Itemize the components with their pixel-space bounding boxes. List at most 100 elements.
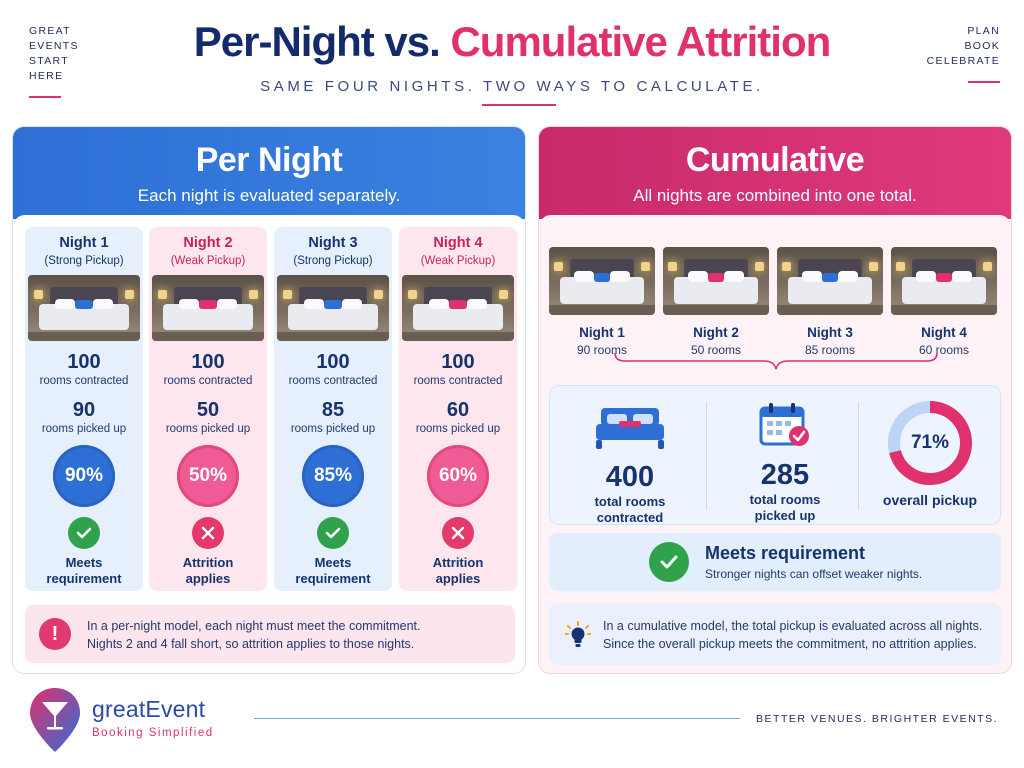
note-line: In a cumulative model, the total pickup … [603,619,983,633]
overall-pickup-value: 71% [910,432,950,453]
rooms-contracted-value: 100 [191,351,225,373]
footer-tagline: BETTER VENUES. BRIGHTER EVENTS. [756,713,998,725]
cumulative-night: Night 4 60 rooms [891,247,997,357]
page-subtitle: SAME FOUR NIGHTS. TWO WAYS TO CALCULATE. [260,78,764,95]
night-status: Meets requirement [46,555,122,586]
cumulative-note-text: In a cumulative model, the total pickup … [603,617,982,653]
night-status: Attrition applies [182,555,234,586]
total-picked-block: 285 total rooms picked up [714,386,856,526]
night-card: Night 2 (Weak Pickup) 100 rooms contracted 5… [149,227,267,591]
night-status: Meets requirement [295,555,371,586]
cumulative-night: Night 1 90 rooms [549,247,655,357]
tagline-right-line: CELEBRATE [926,55,1000,67]
night-status: Attrition applies [432,555,484,586]
check-icon [68,517,100,549]
night-card: Night 3 (Strong Pickup) 100 rooms contracte… [274,227,392,591]
calendar-check-icon [759,403,809,446]
night-pickup-strength: (Weak Pickup) [170,255,246,267]
lightbulb-icon [565,621,591,647]
total-picked-value: 285 [760,459,810,491]
night-card: Night 1 (Strong Pickup) 100 rooms contracte… [25,227,143,591]
cumulative-night-rooms: 60 rooms [918,343,970,357]
note-line: Nights 2 and 4 fall short, so attrition … [87,637,415,651]
rooms-picked-value: 50 [196,399,220,421]
overall-pickup-label: overall pickup [882,492,978,508]
rooms-picked-label: rooms picked up [41,423,127,435]
rooms-contracted-value: 100 [316,351,350,373]
meets-requirement-banner: Meets requirement Stronger nights can of… [549,533,1001,591]
bed-icon [596,408,664,449]
tagline-right-line: PLAN [967,25,1000,37]
tagline-left-line: GREAT [29,25,71,37]
hotel-bed-image [402,275,514,341]
tagline-right-line: BOOK [964,40,1000,52]
night-pickup-strength: (Strong Pickup) [293,255,373,267]
per-night-title: Per Night [195,141,343,179]
tagline-right: PLAN BOOK CELEBRATE [927,24,1000,83]
tagline-left-line: EVENTS [29,40,79,52]
rooms-picked-value: 90 [72,399,96,421]
tagline-underline [29,96,61,98]
per-night-panel: Per Night Each night is evaluated separa… [12,126,526,674]
pickup-percent-badge: 90% [53,445,115,507]
total-picked-label: total rooms picked up [749,492,821,523]
hotel-bed-image [891,247,997,315]
donut-arc [888,401,972,485]
hotel-bed-image [777,247,883,315]
donut-chart [888,401,972,485]
hotel-bed-image [663,247,769,315]
cumulative-title: Cumulative [685,141,865,179]
total-contracted-label: total rooms contracted [594,494,666,525]
hotel-bed-image [152,275,264,341]
cumulative-night: Night 3 85 rooms [777,247,883,357]
check-icon [649,542,689,582]
per-night-description: Each night is evaluated separately. [137,186,401,205]
cumulative-night-title: Night 1 [579,325,625,340]
overall-pickup-block: 71% overall pickup [862,386,998,526]
divider [706,402,707,510]
bracket-connector [614,352,938,370]
night-card: Night 4 (Weak Pickup) 100 rooms contracted 6… [399,227,517,591]
night-title: Night 4 [433,235,483,251]
cumulative-night-rooms: 50 rooms [690,343,742,357]
page-title-part2: Cumulative Attrition [450,18,831,65]
brand-subtitle: Booking Simplified [92,727,214,739]
night-pickup-strength: (Strong Pickup) [44,255,124,267]
night-title: Night 1 [59,235,109,251]
cumulative-night-rooms: 85 rooms [804,343,856,357]
greatevent-logo [30,688,80,752]
rooms-picked-label: rooms picked up [290,423,376,435]
cumulative-panel: Cumulative All nights are combined into … [538,126,1012,674]
hotel-bed-image [549,247,655,315]
rooms-picked-value: 85 [321,399,345,421]
tagline-left-line: HERE [29,70,64,82]
footer-divider [254,718,740,719]
tagline-left: GREAT EVENTS START HERE [29,24,79,98]
hotel-bed-image [28,275,140,341]
tagline-left-line: START [29,55,69,67]
rooms-picked-label: rooms picked up [165,423,251,435]
pickup-percent-badge: 85% [302,445,364,507]
page-title: Per-Night vs. Cumulative Attrition [0,18,1024,66]
cumulative-night: Night 2 50 rooms [663,247,769,357]
night-title: Night 2 [183,235,233,251]
cumulative-night-title: Night 4 [921,325,967,340]
rooms-contracted-value: 100 [441,351,475,373]
x-icon [442,517,474,549]
meets-subtitle: Stronger nights can offset weaker nights… [705,567,923,581]
note-line: Since the overall pickup meets the commi… [603,637,977,651]
per-night-header: Per Night Each night is evaluated separa… [13,127,525,219]
check-icon [317,517,349,549]
cumulative-description: All nights are combined into one total. [633,186,917,205]
rooms-contracted-label: rooms contracted [413,375,503,387]
divider [858,402,859,510]
totals-summary-card: 400 total rooms contracted 285 total roo… [549,385,1001,525]
per-night-note-text: In a per-night model, each night must me… [87,617,421,653]
rooms-contracted-label: rooms contracted [39,375,129,387]
per-night-note: ! In a per-night model, each night must … [25,605,515,663]
pickup-percent-badge: 50% [177,445,239,507]
hotel-bed-image [277,275,389,341]
rooms-contracted-label: rooms contracted [288,375,378,387]
total-contracted-value: 400 [605,461,655,493]
total-contracted-block: 400 total rooms contracted [560,386,700,526]
